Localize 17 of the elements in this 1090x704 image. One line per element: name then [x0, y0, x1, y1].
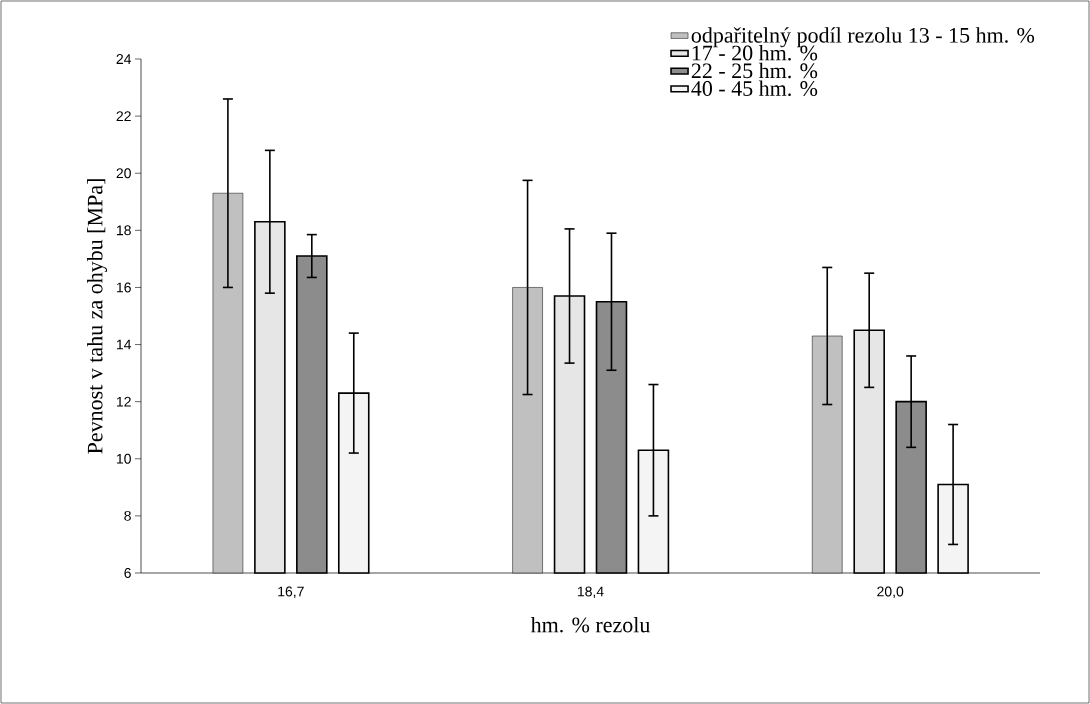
y-tick-label: 10: [116, 453, 131, 464]
y-tick-label: 24: [116, 54, 132, 64]
x-tick-label: 16,7: [278, 586, 304, 599]
x-tick-label: 20,0: [877, 586, 904, 599]
y-tick-label: 18: [116, 225, 131, 236]
y-tick-label: 8: [124, 510, 131, 521]
y-tick-label: 14: [116, 339, 132, 350]
legend-label: 40 - 45 hm. %: [691, 80, 818, 97]
y-axis-title: Pevnost v tahu za ohybu [MPa]: [87, 179, 108, 454]
y-tick-label: 6: [124, 568, 131, 578]
y-tick-label: 16: [116, 282, 131, 293]
y-tick-label: 22: [116, 111, 131, 121]
x-axis-title: hm. % rezolu: [530, 616, 651, 633]
y-tick-label: 12: [116, 396, 131, 407]
x-tick-label: 18,4: [577, 586, 604, 599]
y-tick-label: 20: [116, 168, 131, 179]
legend-label: 22 - 25 hm. %: [691, 62, 818, 79]
